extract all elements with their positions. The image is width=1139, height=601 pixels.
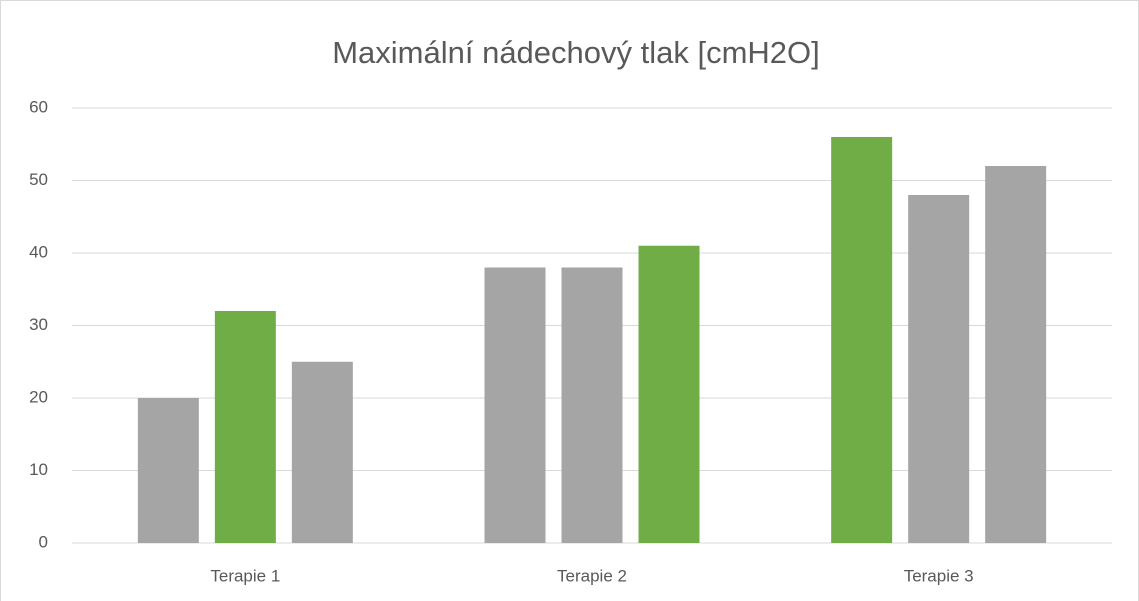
- y-tick-label: 50: [29, 170, 48, 189]
- bar: [291, 361, 353, 543]
- x-tick-label: Terapie 3: [904, 566, 974, 585]
- bar: [561, 267, 623, 543]
- y-tick-label: 30: [29, 315, 48, 334]
- bar: [214, 311, 276, 543]
- bar: [137, 398, 199, 543]
- y-tick-label: 10: [29, 460, 48, 479]
- y-tick-label: 0: [39, 532, 48, 551]
- x-tick-label: Terapie 1: [210, 566, 280, 585]
- y-tick-label: 60: [29, 97, 48, 116]
- y-tick-label: 20: [29, 387, 48, 406]
- bar: [908, 195, 970, 543]
- y-tick-label: 40: [29, 242, 48, 261]
- bar: [484, 267, 546, 543]
- bar: [985, 166, 1047, 543]
- bar: [638, 245, 700, 543]
- x-tick-label: Terapie 2: [557, 566, 627, 585]
- chart-title: Maximální nádechový tlak [cmH2O]: [332, 35, 820, 70]
- bar: [831, 137, 893, 543]
